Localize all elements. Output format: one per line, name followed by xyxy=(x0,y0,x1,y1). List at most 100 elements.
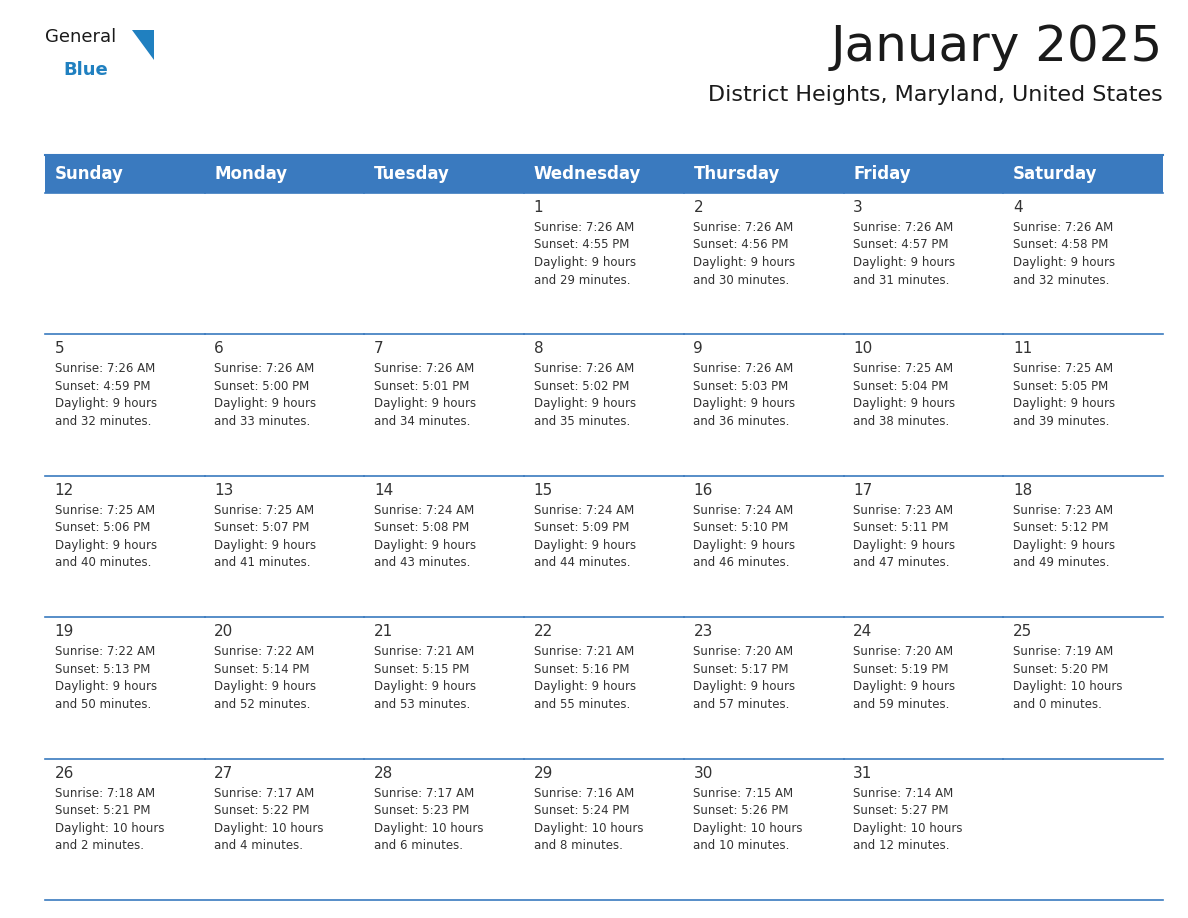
Bar xyxy=(365,476,524,617)
Text: 24: 24 xyxy=(853,624,872,639)
Text: Sunrise: 7:25 AM
Sunset: 5:04 PM
Daylight: 9 hours
and 38 minutes.: Sunrise: 7:25 AM Sunset: 5:04 PM Dayligh… xyxy=(853,363,955,428)
Bar xyxy=(45,334,204,476)
Text: 25: 25 xyxy=(1013,624,1032,639)
Text: Sunrise: 7:26 AM
Sunset: 5:00 PM
Daylight: 9 hours
and 33 minutes.: Sunrise: 7:26 AM Sunset: 5:00 PM Dayligh… xyxy=(214,363,316,428)
Text: Sunrise: 7:18 AM
Sunset: 5:21 PM
Daylight: 10 hours
and 2 minutes.: Sunrise: 7:18 AM Sunset: 5:21 PM Dayligh… xyxy=(55,787,164,852)
Text: Sunrise: 7:21 AM
Sunset: 5:15 PM
Daylight: 9 hours
and 53 minutes.: Sunrise: 7:21 AM Sunset: 5:15 PM Dayligh… xyxy=(374,645,476,711)
Text: 6: 6 xyxy=(214,341,225,356)
Polygon shape xyxy=(132,30,154,60)
Text: 2: 2 xyxy=(694,200,703,215)
Text: Sunrise: 7:21 AM
Sunset: 5:16 PM
Daylight: 9 hours
and 55 minutes.: Sunrise: 7:21 AM Sunset: 5:16 PM Dayligh… xyxy=(533,645,636,711)
Text: Sunrise: 7:14 AM
Sunset: 5:27 PM
Daylight: 10 hours
and 12 minutes.: Sunrise: 7:14 AM Sunset: 5:27 PM Dayligh… xyxy=(853,787,962,852)
Text: 12: 12 xyxy=(55,483,74,498)
Text: 17: 17 xyxy=(853,483,872,498)
Text: 22: 22 xyxy=(533,624,552,639)
Text: Friday: Friday xyxy=(853,165,911,183)
Bar xyxy=(524,334,684,476)
Bar xyxy=(365,617,524,758)
Text: Sunrise: 7:26 AM
Sunset: 5:02 PM
Daylight: 9 hours
and 35 minutes.: Sunrise: 7:26 AM Sunset: 5:02 PM Dayligh… xyxy=(533,363,636,428)
Text: Thursday: Thursday xyxy=(694,165,779,183)
Text: Sunrise: 7:26 AM
Sunset: 4:56 PM
Daylight: 9 hours
and 30 minutes.: Sunrise: 7:26 AM Sunset: 4:56 PM Dayligh… xyxy=(694,221,796,286)
Text: 1: 1 xyxy=(533,200,543,215)
Bar xyxy=(684,193,843,334)
Text: Sunrise: 7:19 AM
Sunset: 5:20 PM
Daylight: 10 hours
and 0 minutes.: Sunrise: 7:19 AM Sunset: 5:20 PM Dayligh… xyxy=(1013,645,1123,711)
Text: Sunrise: 7:15 AM
Sunset: 5:26 PM
Daylight: 10 hours
and 10 minutes.: Sunrise: 7:15 AM Sunset: 5:26 PM Dayligh… xyxy=(694,787,803,852)
Text: General: General xyxy=(45,28,116,46)
Text: Sunrise: 7:20 AM
Sunset: 5:19 PM
Daylight: 9 hours
and 59 minutes.: Sunrise: 7:20 AM Sunset: 5:19 PM Dayligh… xyxy=(853,645,955,711)
Text: Saturday: Saturday xyxy=(1013,165,1098,183)
Bar xyxy=(1004,476,1163,617)
Text: 18: 18 xyxy=(1013,483,1032,498)
Text: Sunrise: 7:26 AM
Sunset: 4:57 PM
Daylight: 9 hours
and 31 minutes.: Sunrise: 7:26 AM Sunset: 4:57 PM Dayligh… xyxy=(853,221,955,286)
Text: Wednesday: Wednesday xyxy=(533,165,642,183)
Bar xyxy=(45,193,204,334)
Bar xyxy=(45,617,204,758)
Bar xyxy=(524,617,684,758)
Bar xyxy=(684,758,843,900)
Text: Sunrise: 7:25 AM
Sunset: 5:06 PM
Daylight: 9 hours
and 40 minutes.: Sunrise: 7:25 AM Sunset: 5:06 PM Dayligh… xyxy=(55,504,157,569)
Text: 30: 30 xyxy=(694,766,713,780)
Bar xyxy=(1004,758,1163,900)
Text: Sunrise: 7:22 AM
Sunset: 5:14 PM
Daylight: 9 hours
and 52 minutes.: Sunrise: 7:22 AM Sunset: 5:14 PM Dayligh… xyxy=(214,645,316,711)
Text: 20: 20 xyxy=(214,624,234,639)
Text: Sunrise: 7:20 AM
Sunset: 5:17 PM
Daylight: 9 hours
and 57 minutes.: Sunrise: 7:20 AM Sunset: 5:17 PM Dayligh… xyxy=(694,645,796,711)
Text: 14: 14 xyxy=(374,483,393,498)
Text: Sunrise: 7:24 AM
Sunset: 5:09 PM
Daylight: 9 hours
and 44 minutes.: Sunrise: 7:24 AM Sunset: 5:09 PM Dayligh… xyxy=(533,504,636,569)
Bar xyxy=(204,617,365,758)
Bar xyxy=(843,758,1004,900)
Bar xyxy=(843,334,1004,476)
Bar xyxy=(843,155,1004,193)
Bar xyxy=(684,617,843,758)
Bar xyxy=(204,155,365,193)
Text: Blue: Blue xyxy=(63,61,108,79)
Text: Sunrise: 7:17 AM
Sunset: 5:23 PM
Daylight: 10 hours
and 6 minutes.: Sunrise: 7:17 AM Sunset: 5:23 PM Dayligh… xyxy=(374,787,484,852)
Text: 27: 27 xyxy=(214,766,234,780)
Text: Sunrise: 7:24 AM
Sunset: 5:08 PM
Daylight: 9 hours
and 43 minutes.: Sunrise: 7:24 AM Sunset: 5:08 PM Dayligh… xyxy=(374,504,476,569)
Bar xyxy=(1004,155,1163,193)
Bar xyxy=(524,758,684,900)
Bar xyxy=(843,193,1004,334)
Text: Sunrise: 7:25 AM
Sunset: 5:05 PM
Daylight: 9 hours
and 39 minutes.: Sunrise: 7:25 AM Sunset: 5:05 PM Dayligh… xyxy=(1013,363,1116,428)
Bar xyxy=(684,334,843,476)
Text: 15: 15 xyxy=(533,483,552,498)
Text: 5: 5 xyxy=(55,341,64,356)
Text: Monday: Monday xyxy=(214,165,287,183)
Text: Sunrise: 7:24 AM
Sunset: 5:10 PM
Daylight: 9 hours
and 46 minutes.: Sunrise: 7:24 AM Sunset: 5:10 PM Dayligh… xyxy=(694,504,796,569)
Text: 16: 16 xyxy=(694,483,713,498)
Text: 19: 19 xyxy=(55,624,74,639)
Text: Sunday: Sunday xyxy=(55,165,124,183)
Text: Sunrise: 7:26 AM
Sunset: 4:59 PM
Daylight: 9 hours
and 32 minutes.: Sunrise: 7:26 AM Sunset: 4:59 PM Dayligh… xyxy=(55,363,157,428)
Text: Sunrise: 7:26 AM
Sunset: 5:01 PM
Daylight: 9 hours
and 34 minutes.: Sunrise: 7:26 AM Sunset: 5:01 PM Dayligh… xyxy=(374,363,476,428)
Text: 29: 29 xyxy=(533,766,554,780)
Text: Sunrise: 7:23 AM
Sunset: 5:12 PM
Daylight: 9 hours
and 49 minutes.: Sunrise: 7:23 AM Sunset: 5:12 PM Dayligh… xyxy=(1013,504,1116,569)
Bar xyxy=(524,476,684,617)
Text: 21: 21 xyxy=(374,624,393,639)
Bar xyxy=(1004,193,1163,334)
Bar xyxy=(45,758,204,900)
Text: 10: 10 xyxy=(853,341,872,356)
Bar xyxy=(45,155,204,193)
Bar xyxy=(204,334,365,476)
Text: Sunrise: 7:16 AM
Sunset: 5:24 PM
Daylight: 10 hours
and 8 minutes.: Sunrise: 7:16 AM Sunset: 5:24 PM Dayligh… xyxy=(533,787,643,852)
Text: 26: 26 xyxy=(55,766,74,780)
Text: Tuesday: Tuesday xyxy=(374,165,450,183)
Bar xyxy=(365,193,524,334)
Text: 7: 7 xyxy=(374,341,384,356)
Bar xyxy=(843,617,1004,758)
Bar xyxy=(45,476,204,617)
Text: 4: 4 xyxy=(1013,200,1023,215)
Text: Sunrise: 7:17 AM
Sunset: 5:22 PM
Daylight: 10 hours
and 4 minutes.: Sunrise: 7:17 AM Sunset: 5:22 PM Dayligh… xyxy=(214,787,324,852)
Bar xyxy=(365,334,524,476)
Bar xyxy=(524,155,684,193)
Bar xyxy=(1004,334,1163,476)
Text: Sunrise: 7:26 AM
Sunset: 5:03 PM
Daylight: 9 hours
and 36 minutes.: Sunrise: 7:26 AM Sunset: 5:03 PM Dayligh… xyxy=(694,363,796,428)
Text: Sunrise: 7:26 AM
Sunset: 4:58 PM
Daylight: 9 hours
and 32 minutes.: Sunrise: 7:26 AM Sunset: 4:58 PM Dayligh… xyxy=(1013,221,1116,286)
Bar xyxy=(365,758,524,900)
Text: Sunrise: 7:22 AM
Sunset: 5:13 PM
Daylight: 9 hours
and 50 minutes.: Sunrise: 7:22 AM Sunset: 5:13 PM Dayligh… xyxy=(55,645,157,711)
Text: 23: 23 xyxy=(694,624,713,639)
Text: Sunrise: 7:23 AM
Sunset: 5:11 PM
Daylight: 9 hours
and 47 minutes.: Sunrise: 7:23 AM Sunset: 5:11 PM Dayligh… xyxy=(853,504,955,569)
Text: 11: 11 xyxy=(1013,341,1032,356)
Bar xyxy=(204,193,365,334)
Bar xyxy=(684,476,843,617)
Text: 31: 31 xyxy=(853,766,872,780)
